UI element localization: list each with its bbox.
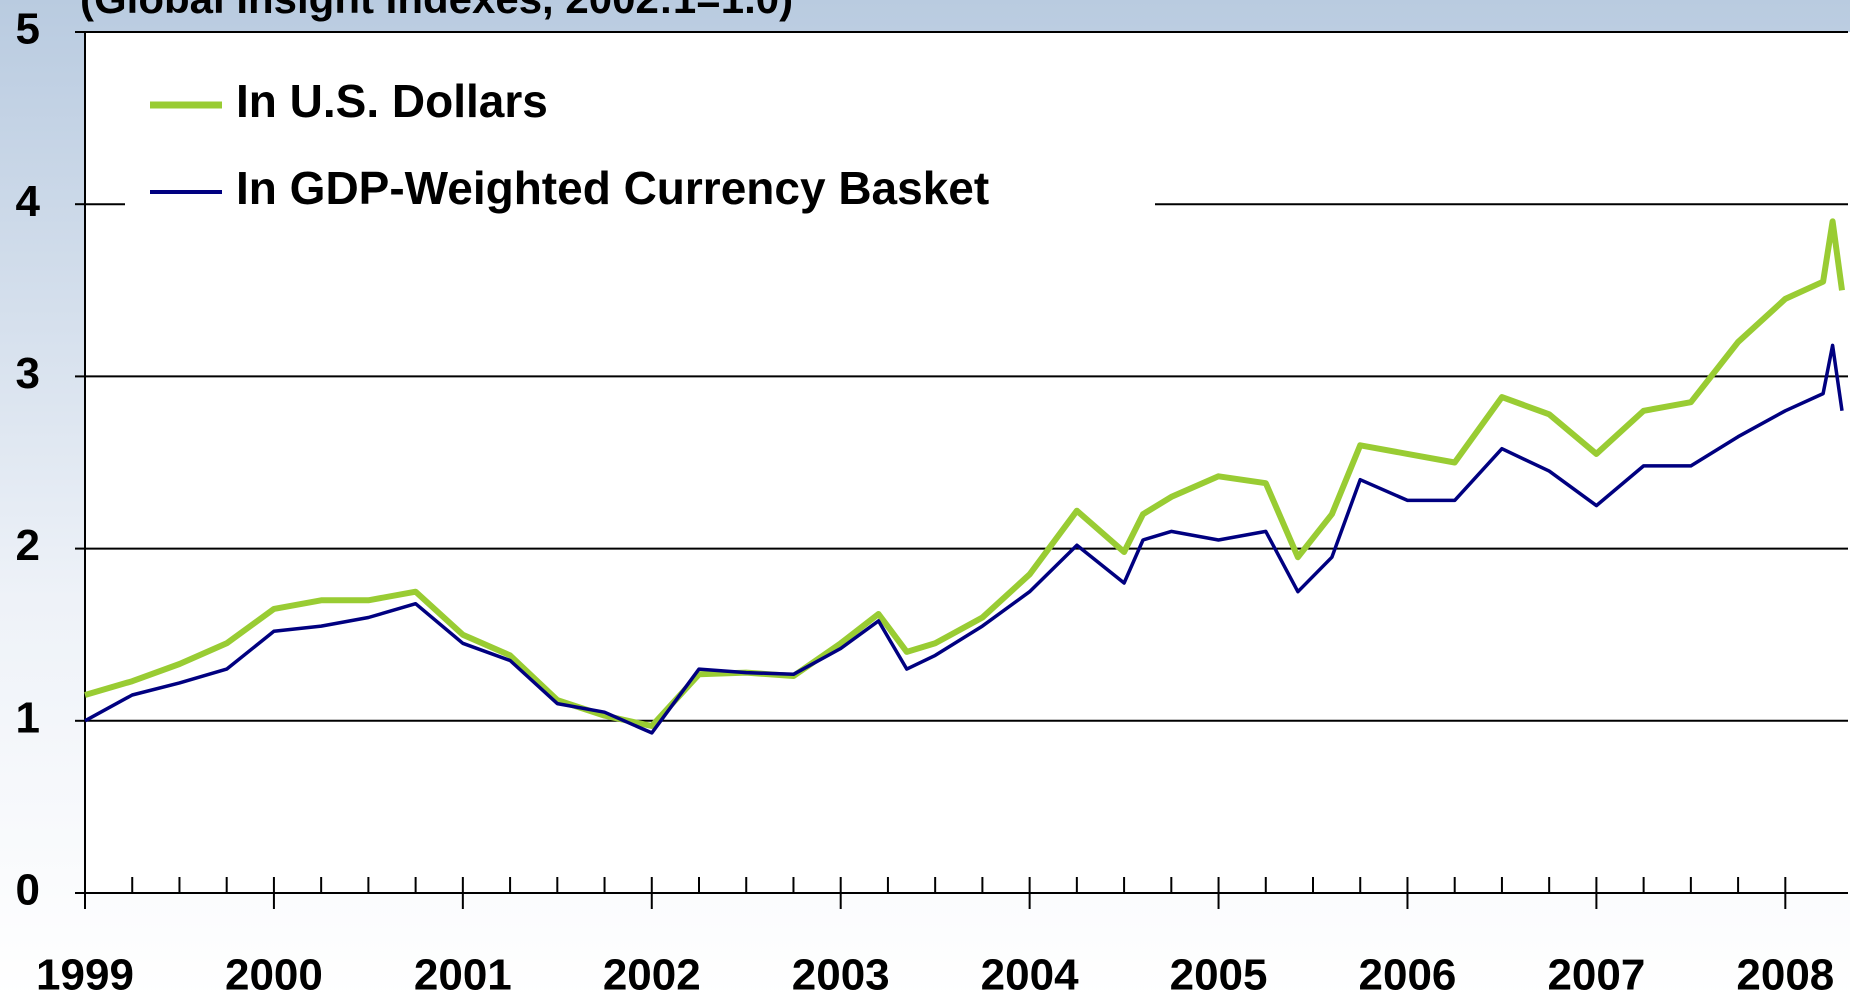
x-tick-label: 2008 [1736,951,1834,999]
y-tick-label: 3 [16,349,40,398]
legend-label: In U.S. Dollars [236,75,548,127]
x-tick-label: 2007 [1547,951,1645,999]
x-tick-label: 2000 [225,951,323,999]
series-line [84,218,1845,729]
x-tick-label: 2005 [1170,951,1268,999]
series-line [84,343,1844,735]
legend-box [125,60,1155,235]
y-tick-label: 4 [16,177,41,226]
y-tick-label: 5 [16,5,40,54]
y-tick-label: 0 [16,866,40,915]
x-tick-label: 2001 [414,951,512,999]
x-tick-label: 2004 [981,951,1079,999]
x-tick-label: 2002 [603,951,701,999]
x-tick-label: 2006 [1359,951,1457,999]
y-tick-label: 2 [16,521,40,570]
legend-label: In GDP-Weighted Currency Basket [236,162,989,214]
y-tick-label: 1 [16,693,40,742]
x-tick-label: 1999 [36,951,134,999]
chart-subtitle: (Global Insight Indexes, 2002:1=1.0) [80,0,793,22]
x-tick-label: 2003 [792,951,890,999]
